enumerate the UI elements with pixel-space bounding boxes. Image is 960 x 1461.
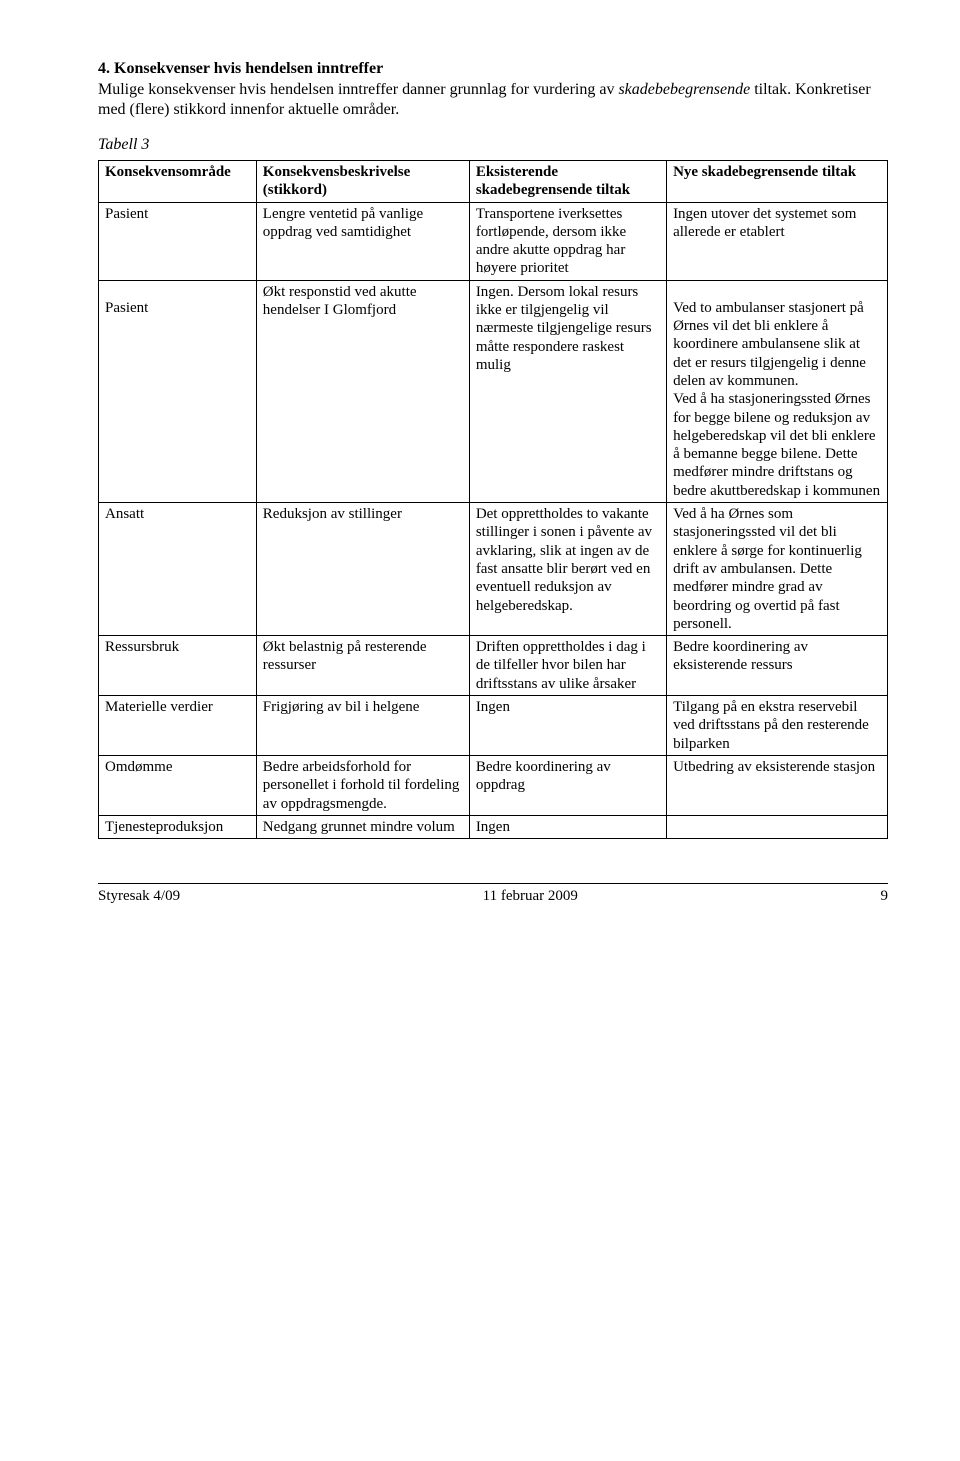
cell-existing: Det opprettholdes to vakante stillinger … (469, 503, 666, 636)
footer-left: Styresak 4/09 (98, 888, 180, 905)
table-row: Pasient Økt responstid ved akutte hendel… (99, 280, 888, 502)
table-row: Ansatt Reduksjon av stillinger Det oppre… (99, 503, 888, 636)
cell-new: Bedre koordinering av eksisterende ressu… (667, 636, 888, 696)
table-row: Tjenesteproduksjon Nedgang grunnet mindr… (99, 815, 888, 838)
section-heading: 4. Konsekvenser hvis hendelsen inntreffe… (98, 60, 888, 78)
table-row: Pasient Lengre ventetid på vanlige oppdr… (99, 202, 888, 280)
table-row: Materielle verdier Frigjøring av bil i h… (99, 696, 888, 756)
cell-existing: Driften opprettholdes i dag i de tilfell… (469, 636, 666, 696)
col-header-existing: Eksisterende skadebegrensende tiltak (469, 161, 666, 203)
cell-area: Materielle verdier (99, 696, 257, 756)
cell-existing: Transportene iverksettes fortløpende, de… (469, 202, 666, 280)
cell-area: Pasient (99, 280, 257, 502)
consequences-table: Konsekvensområde Konsekvensbeskrivelse (… (98, 160, 888, 839)
cell-desc: Økt responstid ved akutte hendelser I Gl… (256, 280, 469, 502)
cell-new: Ved å ha Ørnes som stasjoneringssted vil… (667, 503, 888, 636)
table-header-row: Konsekvensområde Konsekvensbeskrivelse (… (99, 161, 888, 203)
cell-desc: Frigjøring av bil i helgene (256, 696, 469, 756)
cell-desc: Bedre arbeidsforhold for personellet i f… (256, 755, 469, 815)
col-header-area: Konsekvensområde (99, 161, 257, 203)
footer-right: 9 (880, 888, 888, 905)
col-header-desc: Konsekvensbeskrivelse (stikkord) (256, 161, 469, 203)
cell-area: Tjenesteproduksjon (99, 815, 257, 838)
cell-desc: Reduksjon av stillinger (256, 503, 469, 636)
col-header-new: Nye skadebegrensende tiltak (667, 161, 888, 203)
intro-text-1: Mulige konsekvenser hvis hendelsen inntr… (98, 81, 618, 98)
intro-text-1b: tiltak. (750, 81, 791, 98)
table-caption: Tabell 3 (98, 136, 888, 154)
cell-area: Ressursbruk (99, 636, 257, 696)
footer-center: 11 februar 2009 (483, 888, 578, 905)
cell-desc: Økt belastnig på resterende ressurser (256, 636, 469, 696)
table-row: Ressursbruk Økt belastnig på resterende … (99, 636, 888, 696)
cell-area: Omdømme (99, 755, 257, 815)
table-row: Omdømme Bedre arbeidsforhold for persone… (99, 755, 888, 815)
cell-area: Pasient (99, 202, 257, 280)
cell-existing: Ingen (469, 815, 666, 838)
cell-desc: Lengre ventetid på vanlige oppdrag ved s… (256, 202, 469, 280)
cell-existing: Bedre koordinering av oppdrag (469, 755, 666, 815)
intro-paragraph: Mulige konsekvenser hvis hendelsen inntr… (98, 80, 888, 120)
cell-new: Ingen utover det systemet som allerede e… (667, 202, 888, 280)
cell-new (667, 815, 888, 838)
cell-existing: Ingen (469, 696, 666, 756)
page-footer: Styresak 4/09 11 februar 2009 9 (98, 883, 888, 905)
cell-desc: Nedgang grunnet mindre volum (256, 815, 469, 838)
cell-area: Ansatt (99, 503, 257, 636)
cell-new: Utbedring av eksisterende stasjon (667, 755, 888, 815)
cell-new: Tilgang på en ekstra reservebil ved drif… (667, 696, 888, 756)
cell-existing: Ingen. Dersom lokal resurs ikke er tilgj… (469, 280, 666, 502)
intro-italic: skadebebegrensende (618, 81, 750, 98)
cell-new: Ved to ambulanser stasjonert på Ørnes vi… (667, 280, 888, 502)
